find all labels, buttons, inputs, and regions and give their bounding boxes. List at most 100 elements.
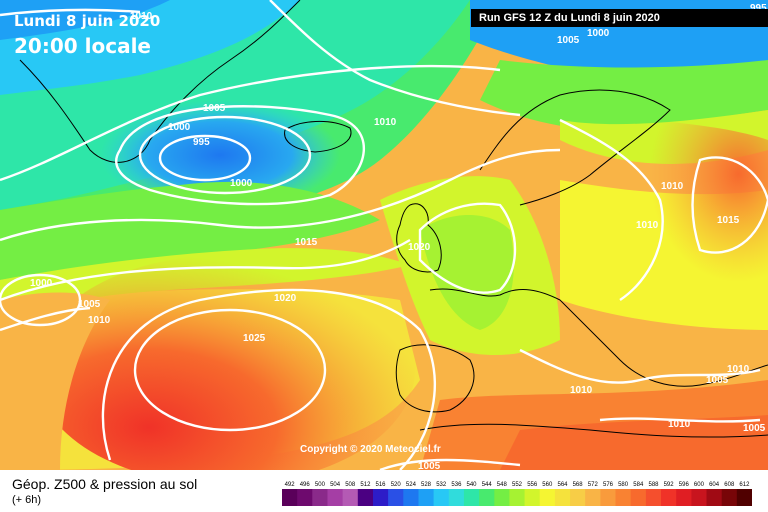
isobar-label: 1005 — [78, 299, 101, 310]
isobar-label: 1010 — [130, 11, 153, 22]
isobar-label: 1010 — [661, 181, 684, 192]
scale-tick-label: 520 — [391, 482, 402, 488]
scale-tick-label: 544 — [482, 482, 493, 488]
scale-tick-label: 588 — [648, 482, 659, 488]
isobar-label: 1010 — [88, 315, 111, 326]
scale-tick-label: 512 — [360, 482, 371, 488]
scale-tick-label: 612 — [739, 482, 750, 488]
isobar-label: 1005 — [418, 461, 441, 470]
isobar-label: 995 — [193, 137, 210, 148]
scale-swatch — [479, 489, 495, 506]
scale-swatch — [570, 489, 586, 506]
scale-swatch — [706, 489, 723, 506]
scale-swatch — [312, 489, 328, 506]
isobar-label: 1005 — [706, 375, 729, 386]
map-date: Lundi 8 juin 2020 — [14, 12, 161, 30]
scale-tick-label: 496 — [300, 482, 311, 488]
map-local-time: 20:00 locale — [14, 34, 151, 58]
scale-swatch — [645, 489, 662, 506]
scale-tick-label: 500 — [315, 482, 326, 488]
scale-tick-label: 564 — [557, 482, 568, 488]
coastlines — [19, 0, 768, 438]
scale-tick-label: 508 — [345, 482, 356, 488]
run-label: Run GFS 12 Z du Lundi 8 juin 2020 — [471, 9, 768, 27]
scale-swatch — [600, 489, 617, 506]
scale-swatch — [524, 489, 541, 506]
scale-swatch — [342, 489, 359, 506]
iceland-coast — [284, 120, 352, 153]
scale-tick-label: 556 — [527, 482, 538, 488]
copyright-notice: Copyright © 2020 Meteociel.fr — [300, 444, 441, 455]
isobar-label: 1005 — [743, 423, 766, 434]
scale-swatch — [463, 489, 480, 506]
scale-tick-label: 552 — [512, 482, 523, 488]
scale-swatch — [388, 489, 404, 506]
isobar-label: 1010 — [727, 364, 750, 375]
scale-swatch — [357, 489, 374, 506]
scale-tick-label: 608 — [724, 482, 735, 488]
isobar-label: 1005 — [203, 103, 226, 114]
isobars — [0, 0, 768, 470]
isobar-label: 1000 — [30, 278, 53, 289]
isobar-label: 1000 — [168, 122, 191, 133]
isobar-label: 1025 — [243, 333, 266, 344]
scandinavia-coast — [479, 89, 671, 206]
scale-tick-label: 548 — [497, 482, 508, 488]
greenland-coast — [19, 0, 301, 163]
scale-swatch — [403, 489, 419, 506]
scale-swatch — [721, 489, 738, 506]
isobar-label: 1010 — [668, 419, 691, 430]
scale-swatch — [676, 489, 692, 506]
scale-swatch — [433, 489, 450, 506]
scale-tick-label: 572 — [588, 482, 599, 488]
scale-swatch — [661, 489, 677, 506]
scale-tick-label: 540 — [466, 482, 477, 488]
scale-tick-label: 536 — [451, 482, 462, 488]
scale-tick-label: 600 — [694, 482, 705, 488]
scale-tick-label: 568 — [573, 482, 584, 488]
scale-swatch — [615, 489, 632, 506]
scale-tick-label: 528 — [421, 482, 432, 488]
scale-swatch — [691, 489, 708, 506]
europe-coast — [429, 288, 768, 387]
isobar-label: 1020 — [408, 242, 431, 253]
legend-subtitle: (+ 6h) — [12, 494, 42, 506]
scale-swatch — [418, 489, 435, 506]
isobar-label: 1000 — [587, 28, 610, 39]
scale-swatch — [494, 489, 510, 506]
isobar-label: 1020 — [274, 293, 297, 304]
scale-tick-label: 516 — [375, 482, 386, 488]
scale-swatch — [554, 489, 571, 506]
geopotential-shading — [0, 0, 768, 470]
isobar-label: 1015 — [295, 237, 318, 248]
isobar-label: 1005 — [557, 35, 580, 46]
scale-tick-label: 592 — [664, 482, 675, 488]
isobar-label: 1010 — [570, 385, 593, 396]
scale-tick-label: 580 — [618, 482, 629, 488]
scale-swatch — [327, 489, 344, 506]
isobar-labels: 1010 995 1005 1000 1005 1000 995 1000 10… — [30, 3, 767, 470]
color-scale: 492 496 500 504 508 512 516 520 524 528 532 536 540 5… — [282, 482, 752, 506]
isobar-label: 1015 — [717, 215, 740, 226]
scale-tick-label: 492 — [285, 482, 296, 488]
scale-swatch — [630, 489, 647, 506]
scale-swatch — [297, 489, 313, 506]
scale-tick-label: 524 — [406, 482, 417, 488]
scale-swatch — [373, 489, 389, 506]
scale-swatch — [539, 489, 556, 506]
scale-swatch — [282, 489, 298, 506]
africa-coast — [419, 423, 768, 438]
scale-tick-label: 604 — [709, 482, 720, 488]
weather-map: 1010 995 1005 1000 1005 1000 995 1000 10… — [0, 0, 768, 470]
scale-swatch — [448, 489, 465, 506]
scale-tick-label: 504 — [330, 482, 341, 488]
iberia-coast — [395, 344, 475, 413]
scale-tick-label: 532 — [436, 482, 447, 488]
legend-title: Géop. Z500 & pression au sol — [12, 476, 198, 492]
isobar-label: 1000 — [230, 178, 253, 189]
scale-swatch — [736, 489, 752, 506]
isobar-label: 1010 — [636, 220, 659, 231]
scale-swatch — [585, 489, 601, 506]
scale-tick-label: 576 — [603, 482, 614, 488]
isobar-label: 995 — [750, 3, 767, 14]
